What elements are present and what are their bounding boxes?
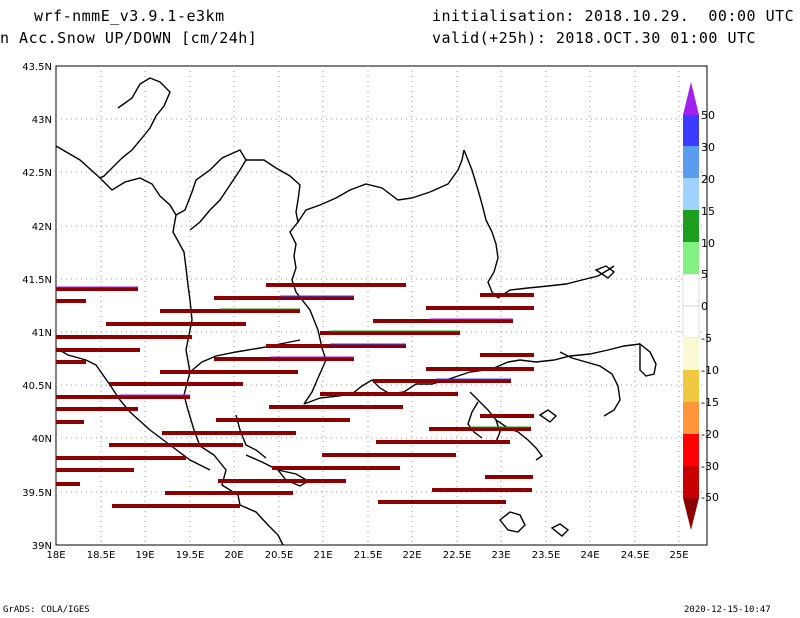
lon-label: 20E [224,550,243,561]
colorbar-label: 30 [701,141,715,154]
valid-time: valid(+25h): 2018.OCT.30 01:00 UTC [432,29,757,47]
colorbar-segment [682,305,700,339]
lon-label: 23.5E [532,550,561,561]
lon-label: 18.5E [87,550,116,561]
map-grid [56,66,707,545]
init-time: initialisation: 2018.10.29. 00:00 UTC [432,7,795,25]
colorbar-segment [682,273,700,307]
footer-credit: GrADS: COLA/IGES [3,605,90,615]
lat-label: 43.5N [22,62,52,73]
colorbar-label: 10 [701,237,715,250]
colorbar-bottom-arrow [683,498,699,530]
footer-timestamp: 2020-12-15-10:47 [684,605,771,615]
lon-label: 19E [135,550,154,561]
snow-bands [56,283,534,508]
lat-label: 39N [32,541,52,552]
lon-label: 22E [402,550,421,561]
colorbar-label: -20 [701,428,719,441]
lat-label: 40.5N [22,381,52,392]
lon-label: 21E [313,550,332,561]
colorbar-segment [683,210,699,242]
colorbar-label: -10 [701,364,719,377]
colorbar-segment [683,402,699,434]
lon-labels: 18E 18.5E 19E 19.5E 20E 20.5E 21E 21.5E … [46,550,688,561]
colorbar-segment [683,178,699,210]
colorbar-label: -15 [701,396,719,409]
lat-label: 41.5N [22,275,52,286]
lon-label: 24E [580,550,599,561]
colorbar-segment [683,338,699,370]
colorbar-label: 0 [701,300,708,313]
lat-label: 42.5N [22,168,52,179]
lon-label: 24.5E [621,550,650,561]
lon-label: 18E [46,550,65,561]
colorbar-label: 50 [701,109,715,122]
colorbar-segment [683,434,699,466]
lon-label: 23E [491,550,510,561]
lon-label: 21.5E [354,550,383,561]
colorbar-segment [683,466,699,498]
colorbar [682,82,700,530]
map-frame [55,65,708,546]
lat-label: 42N [32,222,52,233]
field-title: n Acc.Snow UP/DOWN [cm/24h] [0,29,258,47]
lon-label: 22.5E [443,550,472,561]
lat-label: 40N [32,434,52,445]
lat-label: 41N [32,328,52,339]
colorbar-segment [683,370,699,402]
model-name: wrf-nmmE_v3.9.1-e3km [34,7,225,25]
colorbar-label: 20 [701,173,715,186]
colorbar-label: -50 [701,491,719,504]
lon-label: 19.5E [176,550,205,561]
coastlines [55,77,657,546]
colorbar-label: -5 [701,332,712,345]
lat-labels: 43.5N 43N 42.5N 42N 41.5N 41N 40.5N 40N … [22,62,52,552]
colorbar-label: 5 [701,268,708,281]
lon-label: 20.5E [265,550,294,561]
lat-label: 39.5N [22,488,52,499]
band-edge-highlights [56,286,531,428]
colorbar-segment [683,146,699,178]
colorbar-segment [683,242,699,274]
colorbar-top-arrow [683,82,699,115]
lon-label: 25E [669,550,688,561]
colorbar-label: 15 [701,205,715,218]
colorbar-segment [683,115,699,146]
lat-label: 43N [32,115,52,126]
colorbar-labels: 50 30 20 15 10 5 0 -5 -10 -15 -20 -30 -5… [701,109,719,504]
colorbar-label: -30 [701,460,719,473]
